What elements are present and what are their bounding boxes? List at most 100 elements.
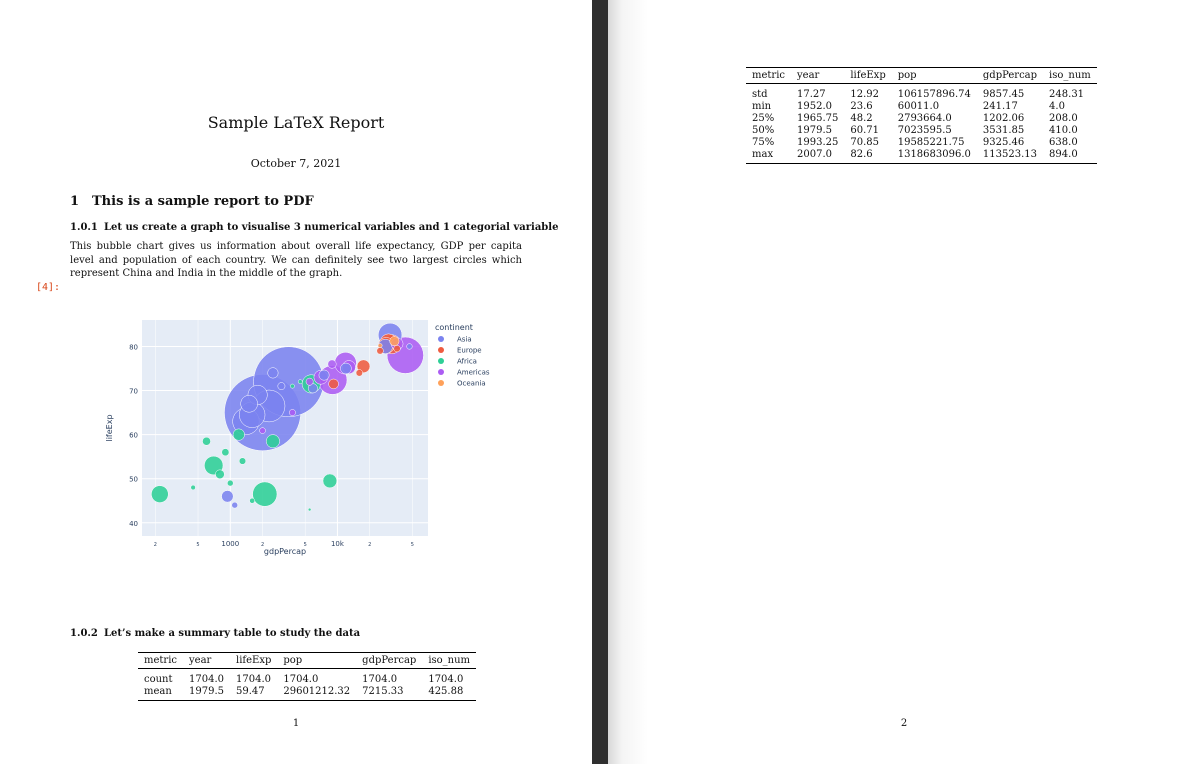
table-header-cell: year — [791, 67, 845, 84]
table-cell: 3531.85 — [982, 125, 1025, 136]
bubble-africa — [266, 434, 280, 449]
bubble-africa — [297, 379, 303, 385]
legend-marker — [438, 347, 444, 353]
x-tick-label: 2 — [368, 542, 371, 548]
bubble-asia — [221, 490, 234, 503]
table-cell: 113523.13 — [976, 148, 1044, 164]
page-number-2: 2 — [900, 718, 908, 729]
bubble-asia — [267, 367, 279, 379]
bubble-africa — [227, 479, 234, 487]
bubble-africa — [307, 507, 312, 512]
subsection-heading-1: 1.0.1 Let us create a graph to visualise … — [70, 222, 558, 233]
bubble-europe — [393, 345, 401, 353]
table-cell: 1704.0 — [283, 674, 319, 685]
bubble-europe — [328, 378, 339, 390]
table-cell: 29601212.32 — [277, 685, 357, 701]
page-number-1: 1 — [292, 718, 300, 729]
legend-label: Africa — [457, 358, 477, 366]
table-cell: 106157896.74 — [897, 89, 971, 100]
x-tick-label: 5 — [304, 542, 307, 548]
summary-table-part1: metric year lifeExp pop gdpPercap iso_num cou… — [138, 652, 477, 701]
summary-table-part2: metric year lifeExp pop gdpPercap iso_num std… — [746, 67, 1097, 164]
table-header-cell: iso_num — [422, 652, 477, 669]
table-cell: 1979.5 — [183, 685, 230, 701]
legend-marker — [438, 358, 444, 364]
bubble-africa — [232, 428, 245, 441]
table-cell: 1704.0 — [236, 674, 271, 685]
legend-label: Oceania — [457, 380, 486, 388]
page-gap — [592, 0, 608, 764]
table-cell: 1704.0 — [428, 674, 464, 685]
table-cell: 60011.0 — [897, 101, 940, 112]
table-row: 25% 1965.75 48.2 2793664.0 1202.06 208.0 — [746, 112, 1097, 124]
table-row: mean 1979.5 59.47 29601212.32 7215.33 425.88 — [138, 685, 477, 701]
table-cell: mean — [138, 685, 183, 701]
x-tick-label: 5 — [196, 542, 199, 548]
bubble-asia — [318, 369, 330, 381]
table-cell: 9325.46 — [982, 137, 1025, 148]
table-cell: 17.27 — [797, 89, 826, 100]
table-cell: 208.0 — [1049, 113, 1078, 124]
x-tick-label: 2 — [261, 542, 264, 548]
table-cell: 50% — [752, 125, 775, 136]
bubble-africa — [238, 457, 247, 465]
table-cell: 1202.06 — [982, 113, 1025, 124]
table-header-cell: year — [183, 652, 230, 669]
table-cell: 7215.33 — [356, 685, 423, 701]
report-title: Sample LaTeX Report — [207, 113, 385, 132]
table-cell: 70.85 — [850, 137, 879, 148]
subsection-number: 1.0.1 — [70, 222, 98, 233]
table-cell: 19585221.75 — [897, 137, 965, 148]
table-cell: 1993.25 — [797, 137, 839, 148]
bubble-oceania — [389, 336, 400, 347]
table-header-cell: pop — [891, 67, 977, 84]
table-cell: 2007.0 — [791, 148, 845, 164]
bubble-americas — [289, 409, 296, 416]
table-cell: std — [752, 89, 768, 100]
table-cell: 82.6 — [844, 148, 892, 164]
bubble-asia — [231, 501, 238, 509]
table-cell: 75% — [752, 137, 775, 148]
table-cell: 7023595.5 — [897, 125, 952, 136]
legend-label: Europe — [457, 347, 482, 355]
table-cell: 48.2 — [850, 113, 873, 124]
table-cell: 2793664.0 — [897, 113, 952, 124]
pdf-page-1: Sample LaTeX Report October 7, 2021 1 Thi… — [0, 0, 592, 764]
bubble-americas — [259, 427, 266, 434]
table-cell: 638.0 — [1049, 137, 1078, 148]
table-header-cell: pop — [277, 652, 357, 669]
table-cell: 425.88 — [422, 685, 477, 701]
legend-marker — [438, 369, 444, 375]
bubble-asia — [240, 395, 258, 413]
table-cell: 25% — [752, 113, 775, 124]
y-tick-label: 70 — [129, 388, 138, 396]
x-tick-label: 1000 — [221, 540, 239, 548]
table-row: min 1952.0 23.6 60011.0 241.17 4.0 — [746, 100, 1097, 112]
table-cell: 4.0 — [1049, 101, 1065, 112]
bubble-africa — [215, 469, 225, 479]
subsection-number: 1.0.2 — [70, 628, 98, 639]
legend-title: continent — [435, 323, 473, 332]
report-date: October 7, 2021 — [250, 157, 342, 170]
table-header-cell: metric — [138, 652, 183, 669]
subsection-title: Let us create a graph to visualise 3 num… — [104, 222, 559, 233]
bubble-africa — [249, 497, 255, 504]
table-cell: 1318683096.0 — [891, 148, 977, 164]
table-cell: 1965.75 — [797, 113, 839, 124]
table-header-cell: lifeExp — [844, 67, 892, 84]
table-header-cell: gdpPercap — [976, 67, 1044, 84]
bubble-africa — [190, 484, 196, 491]
table-row: 75% 1993.25 70.85 19585221.75 9325.46 638.0 — [746, 136, 1097, 148]
section-heading: 1 This is a sample report to PDF — [70, 194, 314, 209]
table-cell: 23.6 — [850, 101, 873, 112]
bubble-oceania — [377, 343, 383, 348]
table-header-cell: iso_num — [1043, 67, 1097, 84]
table-header-cell: lifeExp — [230, 652, 278, 669]
bubble-asia — [340, 362, 352, 375]
table-cell: min — [752, 101, 772, 112]
x-tick-label: 2 — [154, 542, 157, 548]
table-cell: 1704.0 — [189, 674, 224, 685]
x-axis-title: gdpPercap — [264, 547, 306, 556]
table-cell: 894.0 — [1043, 148, 1097, 164]
table-cell: count — [144, 674, 173, 685]
